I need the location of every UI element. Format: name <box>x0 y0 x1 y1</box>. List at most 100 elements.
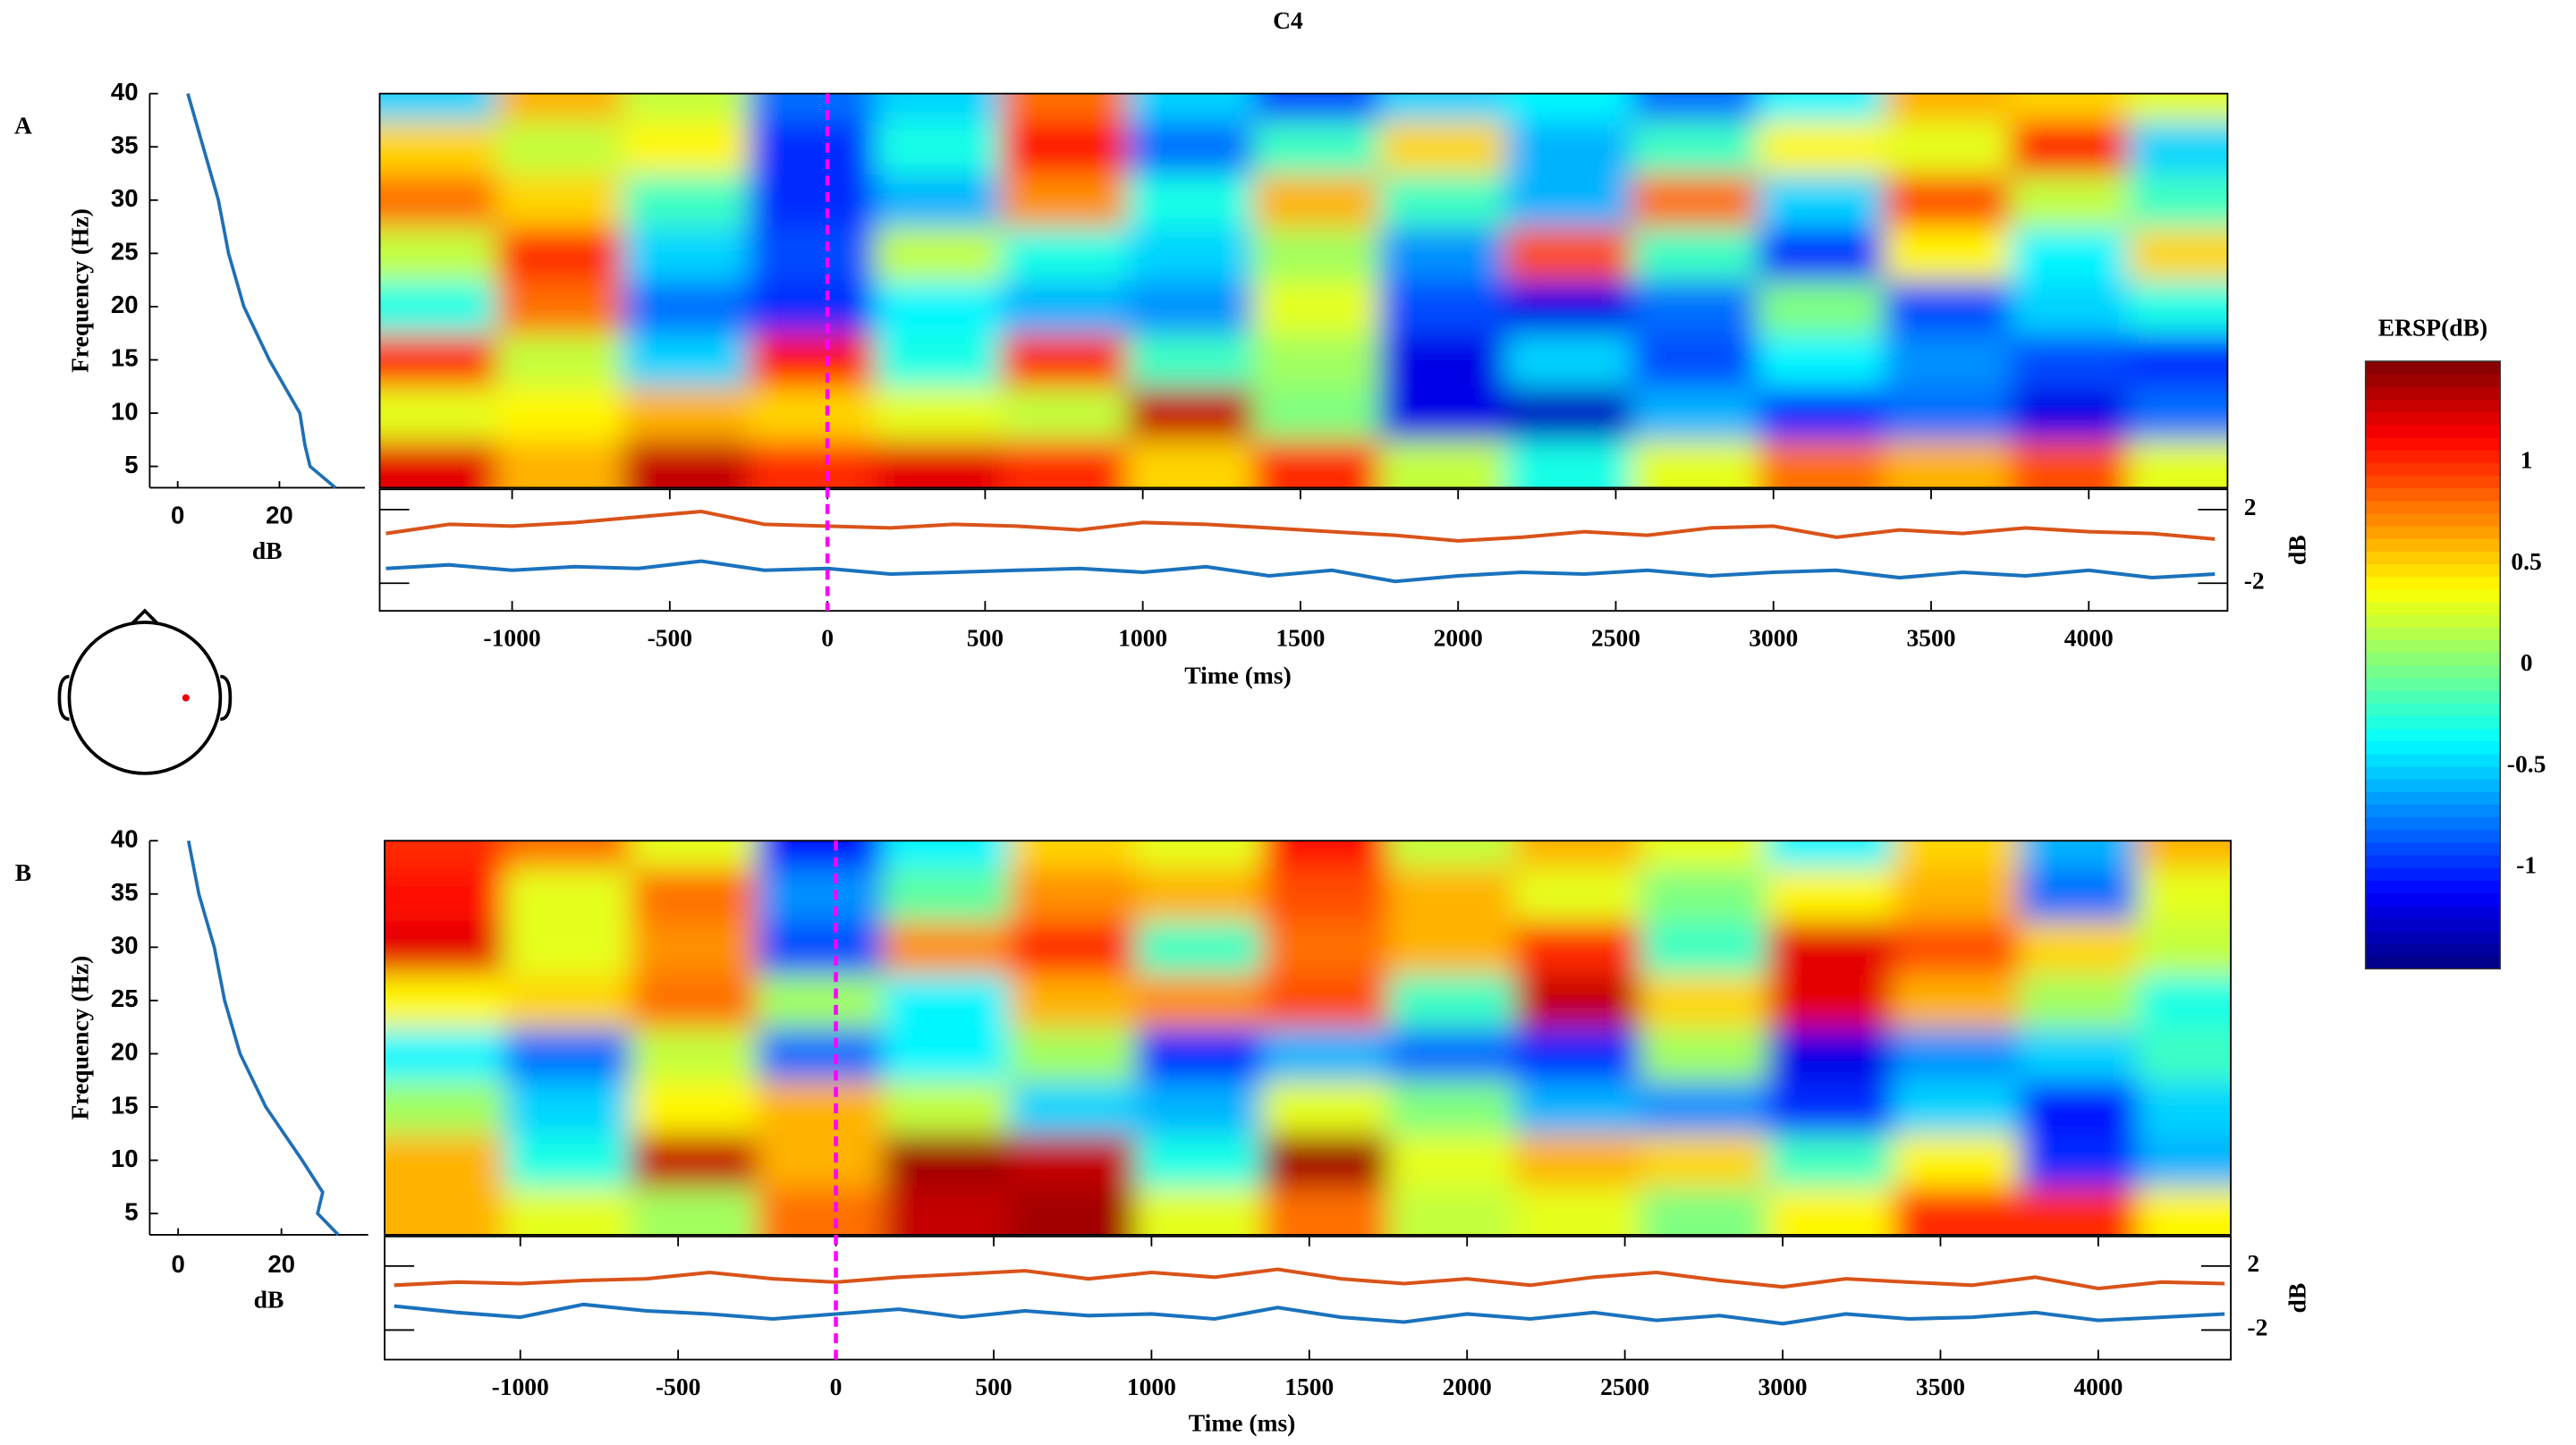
heatmap-cell <box>631 1187 758 1235</box>
heatmap-cell <box>385 1080 505 1135</box>
colorbar-step <box>2365 702 2501 716</box>
heatmap-cell <box>1893 974 2021 1028</box>
heatmap-cell <box>1640 866 1768 922</box>
heatmap-cell <box>1379 333 1506 388</box>
heatmap-cell <box>1127 439 1254 488</box>
panel-label: A <box>14 112 32 139</box>
trace-line <box>386 559 2216 584</box>
heatmap-cell <box>1640 1080 1768 1135</box>
y2-axis-label: dB <box>2284 1283 2311 1314</box>
heatmap-cell <box>504 841 632 868</box>
heatmap-cell <box>757 1187 885 1235</box>
heatmap-cell <box>1001 173 1128 228</box>
colorbar-step <box>2365 424 2501 438</box>
heatmap-cell <box>1893 920 2021 976</box>
heatmap-cell <box>504 1027 632 1082</box>
heatmap-cell <box>1379 93 1506 122</box>
heatmap-cell <box>496 280 623 334</box>
colorbar-step <box>2365 613 2501 628</box>
x-tick-label: 2500 <box>1600 1373 1649 1400</box>
heatmap-cell <box>496 386 623 441</box>
heatmap-cell <box>1640 920 1768 976</box>
colorbar-step <box>2365 652 2501 666</box>
heatmap-cell <box>1640 1027 1768 1082</box>
heatmap-cell <box>379 333 497 388</box>
heatmap-cell <box>1009 1080 1137 1135</box>
x-axis-label: Time (ms) <box>1184 662 1292 689</box>
y-tick-label: 40 <box>111 78 139 106</box>
heatmap-cell <box>622 333 750 388</box>
x-tick-label: 2000 <box>1434 623 1483 651</box>
y2-tick-label: -2 <box>2244 567 2265 595</box>
heatmap-cell <box>496 439 623 488</box>
heatmap-cell <box>2010 333 2130 388</box>
x-tick-label: 4000 <box>2064 623 2114 651</box>
heatmap-cell <box>757 1027 885 1082</box>
x-tick-label: 3000 <box>1758 1373 1808 1400</box>
heatmap-cell <box>1631 280 1759 334</box>
heatmap-cell <box>631 1080 758 1135</box>
heatmap-cell <box>1884 386 2012 441</box>
heatmap-cell <box>1388 866 1516 922</box>
heatmap-cell <box>1505 333 1633 388</box>
heatmap-cell <box>874 226 1002 282</box>
heatmap-cell <box>1009 1133 1137 1188</box>
heatmap-cell <box>874 386 1002 441</box>
heatmap-cell <box>1388 920 1516 976</box>
y-tick-label: 5 <box>124 1197 138 1225</box>
heatmap-cell <box>2019 841 2139 868</box>
heatmap-cell <box>1253 333 1380 388</box>
colorbar-step <box>2365 436 2501 451</box>
heatmap-cell <box>1135 841 1263 868</box>
heatmap-cell <box>1253 386 1380 441</box>
heatmap-cell <box>504 974 632 1028</box>
trace-frame <box>378 488 2229 613</box>
heatmap-cell <box>1127 386 1254 441</box>
heatmap-cell <box>1009 1187 1137 1235</box>
plot-frame <box>384 840 2232 1236</box>
heatmap-cell <box>379 280 497 334</box>
y-axis-label: Frequency (Hz) <box>65 208 93 373</box>
y-tick-label: 25 <box>111 984 139 1012</box>
heatmap-cell <box>1758 333 1885 388</box>
heatmap-cell <box>1514 920 1642 976</box>
heatmap-cell <box>1009 866 1137 922</box>
y2-tick-label: -2 <box>2247 1314 2267 1341</box>
heatmap-cell <box>883 1187 1011 1235</box>
colorbar-step <box>2365 398 2501 413</box>
colorbar-step <box>2365 550 2501 565</box>
heatmap-cell <box>622 226 750 282</box>
spectrum-tick-label: 20 <box>267 1250 295 1278</box>
heatmap-clip <box>385 841 2232 1235</box>
heatmap-cell <box>1379 226 1506 282</box>
x-tick-label: 3500 <box>1906 623 1955 651</box>
colorbar-step <box>2365 411 2501 426</box>
heatmap-cell <box>1379 173 1506 228</box>
heatmap-cell <box>379 386 497 441</box>
heatmap-cell <box>622 173 750 228</box>
heatmap-cell <box>1767 866 1894 922</box>
heatmap-cell <box>1514 1187 1642 1235</box>
x-tick-label: 2500 <box>1591 623 1640 651</box>
colorbar-step <box>2365 892 2501 907</box>
heatmap-cell <box>1884 173 2012 228</box>
heatmap-cell <box>2019 1187 2139 1235</box>
heatmap-cell <box>1001 120 1128 174</box>
y-tick-label: 10 <box>111 1145 139 1172</box>
colorbar-step <box>2365 829 2501 843</box>
heatmap-cell <box>1379 439 1506 488</box>
heatmap-cell <box>631 866 758 922</box>
colorbar-step <box>2365 638 2501 654</box>
heatmap-cell <box>2137 1080 2232 1135</box>
heatmap-cell <box>1767 1133 1894 1188</box>
heatmap-cell <box>1505 173 1633 228</box>
heatmap-cell <box>1758 226 1885 282</box>
colorbar-step <box>2365 727 2501 742</box>
heatmap-cell <box>631 1027 758 1082</box>
heatmap-cell <box>748 386 876 441</box>
colorbar-tick-label: 1 <box>2521 446 2533 474</box>
y-tick-label: 10 <box>111 397 139 425</box>
heatmap-cell <box>1758 93 1885 122</box>
